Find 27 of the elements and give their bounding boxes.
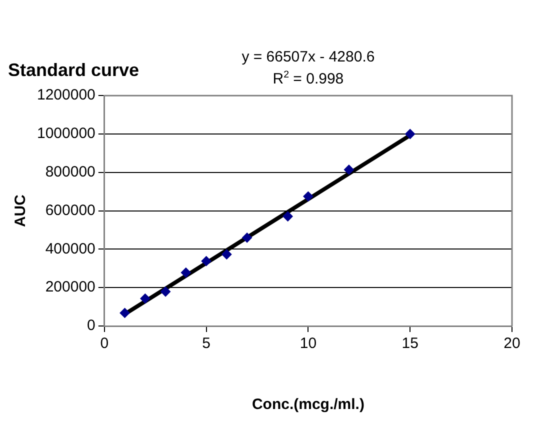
point: [140, 294, 150, 304]
x-tick-label: 20: [504, 335, 520, 352]
x-tick-label: 10: [300, 335, 317, 352]
point: [222, 249, 232, 260]
y-tick-label: 600000: [45, 202, 96, 219]
chart-title: Standard curve: [8, 60, 140, 80]
text: y = 66507x - 4280.6: [242, 48, 375, 66]
y-tick-label: 800000: [45, 164, 96, 181]
x-tick-label: 15: [402, 335, 418, 352]
y-tick-label: 0: [87, 317, 96, 334]
y-tick-label: 200000: [45, 278, 96, 296]
y-axis-title: AUC: [12, 194, 30, 228]
y-tick-label: 400000: [45, 240, 96, 258]
x-axis-title: Conc.(mcg./ml.): [252, 396, 364, 414]
point: [180, 268, 191, 278]
point: [242, 232, 252, 243]
point: [120, 308, 130, 318]
y-tick-label: 1200000: [36, 86, 96, 104]
point: [201, 256, 212, 266]
point: [282, 211, 293, 222]
point: [405, 129, 416, 139]
point: [303, 191, 314, 202]
y-tick-label: 1000000: [36, 125, 96, 142]
point: [344, 164, 354, 175]
point: [160, 286, 171, 297]
x-tick-label: 5: [202, 335, 210, 352]
x-tick-label: 0: [100, 335, 109, 352]
